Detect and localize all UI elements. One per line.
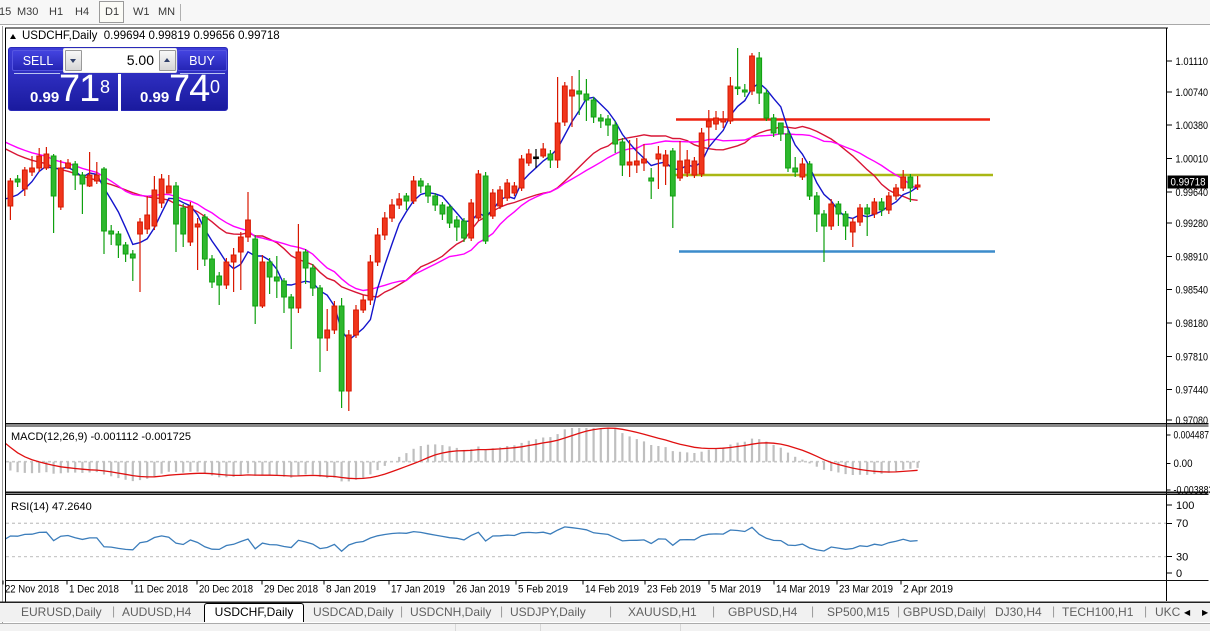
svg-text:0.00: 0.00 [1174,458,1193,470]
svg-text:100: 100 [1176,500,1194,512]
svg-text:0.99280: 0.99280 [1176,218,1209,230]
svg-text:0.97080: 0.97080 [1176,415,1209,427]
svg-text:-0.003883: -0.003883 [1174,485,1210,497]
svg-text:1.00010: 1.00010 [1176,154,1209,166]
svg-text:1.00380: 1.00380 [1176,120,1209,132]
svg-text:0.98540: 0.98540 [1176,285,1209,297]
svg-text:2 Apr 2019: 2 Apr 2019 [903,584,953,596]
svg-text:0.98180: 0.98180 [1176,318,1209,330]
svg-text:0.98910: 0.98910 [1176,252,1209,264]
svg-text:26 Jan 2019: 26 Jan 2019 [456,584,510,596]
svg-text:1.01110: 1.01110 [1176,56,1209,68]
svg-text:30: 30 [1176,551,1188,563]
svg-text:23 Feb 2019: 23 Feb 2019 [647,584,701,596]
svg-text:0: 0 [1176,568,1182,580]
svg-text:0.99640: 0.99640 [1176,187,1209,199]
svg-text:20 Dec 2018: 20 Dec 2018 [199,584,253,596]
svg-text:14 Feb 2019: 14 Feb 2019 [585,584,639,596]
svg-text:0.97810: 0.97810 [1176,351,1209,363]
svg-text:14 Mar 2019: 14 Mar 2019 [776,584,830,596]
svg-text:5 Feb 2019: 5 Feb 2019 [518,584,568,596]
svg-text:70: 70 [1176,518,1188,530]
svg-text:1 Dec 2018: 1 Dec 2018 [69,584,119,596]
svg-text:5 Mar 2019: 5 Mar 2019 [711,584,761,596]
svg-text:0.97440: 0.97440 [1176,385,1209,397]
svg-text:23 Mar 2019: 23 Mar 2019 [839,584,893,596]
svg-text:1.00740: 1.00740 [1176,87,1209,99]
svg-text:17 Jan 2019: 17 Jan 2019 [391,584,445,596]
svg-text:0.004487: 0.004487 [1174,430,1210,442]
svg-text:22 Nov 2018: 22 Nov 2018 [5,584,59,596]
svg-text:11 Dec 2018: 11 Dec 2018 [134,584,188,596]
svg-text:0.99718: 0.99718 [1171,177,1206,189]
svg-text:8 Jan 2019: 8 Jan 2019 [326,584,376,596]
svg-text:29 Dec 2018: 29 Dec 2018 [264,584,318,596]
